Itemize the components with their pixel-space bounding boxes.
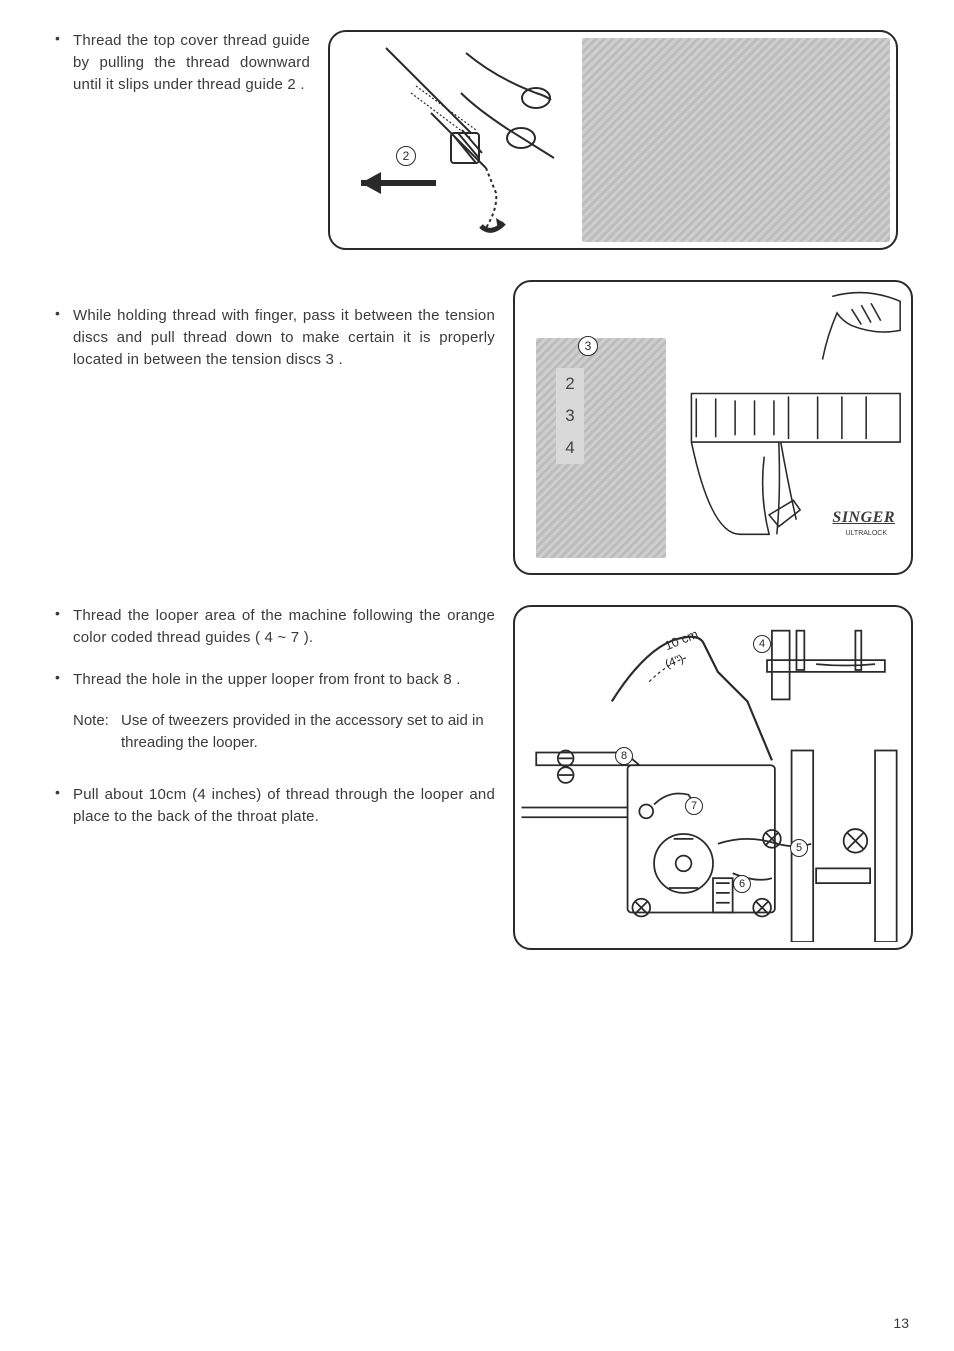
note-label: Note: [73, 710, 121, 754]
bullet-item: Thread the hole in the upper looper from… [55, 669, 495, 691]
figure-frame-1: 2 [328, 30, 898, 250]
callout-label: 6 [739, 878, 745, 890]
instruction-text: Pull about 10cm (4 inches) of thread thr… [73, 784, 495, 828]
bullet-item: While holding thread with finger, pass i… [55, 305, 495, 370]
instruction-text: Thread the looper area of the machine fo… [73, 605, 495, 649]
note-text: Use of tweezers provided in the accessor… [121, 710, 495, 754]
callout-label: 7 [691, 800, 697, 812]
dial-value: 4 [565, 438, 574, 458]
photo-thread-guide [582, 38, 890, 242]
dial-value: 2 [565, 374, 574, 394]
diagram-svg [336, 38, 576, 238]
bullet-item: Pull about 10cm (4 inches) of thread thr… [55, 784, 495, 828]
length-cm-text: 10 cm [662, 626, 700, 653]
figure-frame-3: 10 cm (4") 4 8 7 6 5 [513, 605, 913, 950]
section-looper-area: Thread the looper area of the machine fo… [55, 605, 909, 950]
callout-8: 8 [615, 747, 633, 765]
callout-7: 7 [685, 797, 703, 815]
callout-label: 4 [759, 638, 765, 650]
callout-3: 3 [578, 336, 598, 356]
length-in-text: (4") [663, 652, 685, 671]
callout-5: 5 [790, 839, 808, 857]
photo-tension-dial: 2 3 4 3 [536, 338, 666, 558]
section-tension-discs: While holding thread with finger, pass i… [55, 280, 909, 575]
instruction-text: Thread the hole in the upper looper from… [73, 669, 495, 691]
callout-2: 2 [396, 146, 416, 166]
callout-label: 5 [796, 842, 802, 854]
bullet-item: Thread the top cover thread guide by pul… [55, 30, 310, 95]
instruction-text: While holding thread with finger, pass i… [73, 305, 495, 370]
diagram-thread-guide: 2 [336, 38, 576, 242]
dial-reading: 2 3 4 [556, 368, 584, 464]
instruction-text: Thread the top cover thread guide by pul… [73, 30, 310, 95]
diagram-looper-svg: 10 cm (4") [521, 613, 905, 942]
dial-value: 3 [565, 406, 574, 426]
callout-label: 3 [585, 339, 592, 353]
brand-label: SINGER [832, 509, 895, 527]
section-thread-top-cover: Thread the top cover thread guide by pul… [55, 30, 909, 250]
page-number: 13 [893, 1315, 909, 1331]
callout-6: 6 [733, 875, 751, 893]
callout-label: 2 [403, 149, 410, 163]
note-row: Note: Use of tweezers provided in the ac… [55, 710, 495, 754]
diagram-tension-hand: SINGER ULTRALOCK [672, 288, 905, 567]
bullet-item: Thread the looper area of the machine fo… [55, 605, 495, 649]
figure-frame-2: 2 3 4 3 [513, 280, 913, 575]
callout-label: 8 [621, 750, 627, 762]
brand-sublabel: ULTRALOCK [846, 530, 888, 537]
callout-4: 4 [753, 635, 771, 653]
